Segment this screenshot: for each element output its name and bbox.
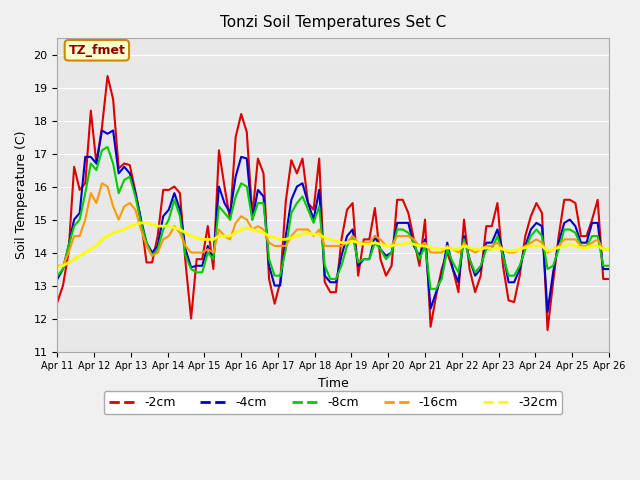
- Text: TZ_fmet: TZ_fmet: [68, 44, 125, 57]
- Y-axis label: Soil Temperature (C): Soil Temperature (C): [15, 131, 28, 259]
- Title: Tonzi Soil Temperatures Set C: Tonzi Soil Temperatures Set C: [220, 15, 446, 30]
- Legend: -2cm, -4cm, -8cm, -16cm, -32cm: -2cm, -4cm, -8cm, -16cm, -32cm: [104, 391, 563, 414]
- X-axis label: Time: Time: [317, 377, 349, 390]
